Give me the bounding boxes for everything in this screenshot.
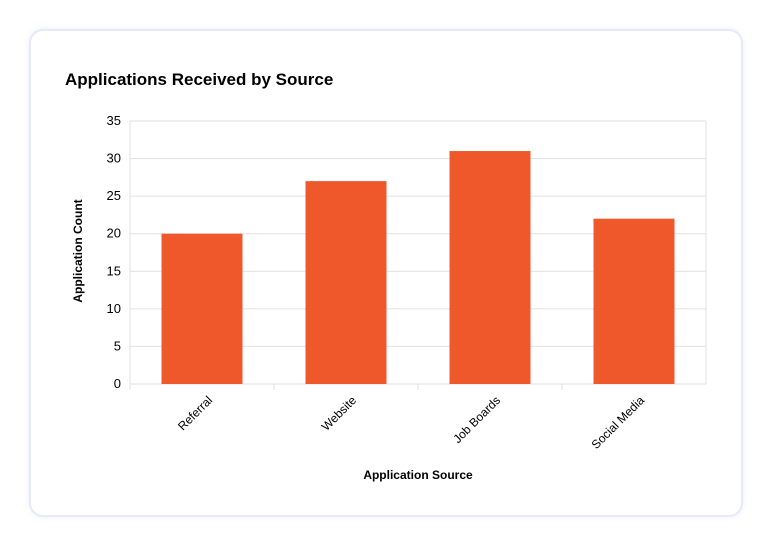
y-tick-label: 15 <box>107 263 121 278</box>
y-tick-label: 25 <box>107 188 121 203</box>
bars <box>161 151 675 384</box>
y-tick-label: 20 <box>107 226 121 241</box>
y-tick-label: 5 <box>114 338 121 353</box>
bar-website <box>305 181 387 384</box>
y-axis-label: Application Count <box>71 199 85 302</box>
bar-referral <box>161 233 243 384</box>
x-tick-label: Referral <box>175 393 215 433</box>
y-tick-labels: 0 5 10 15 20 25 30 35 <box>107 113 121 391</box>
y-tick-label: 35 <box>107 113 121 128</box>
y-tick-label: 0 <box>114 376 121 391</box>
x-tick-label: Website <box>319 393 360 434</box>
y-tick-label: 30 <box>107 151 121 166</box>
x-tick-labels: Referral Website Job Boards Social Media <box>175 393 647 452</box>
x-axis-label: Application Source <box>363 468 473 482</box>
y-tick-label: 10 <box>107 301 121 316</box>
bar-social-media <box>593 218 675 384</box>
chart-title: Applications Received by Source <box>65 70 334 89</box>
bar-job-boards <box>449 151 531 384</box>
x-tick-label: Social Media <box>589 393 648 452</box>
x-tick-label: Job Boards <box>450 393 503 446</box>
